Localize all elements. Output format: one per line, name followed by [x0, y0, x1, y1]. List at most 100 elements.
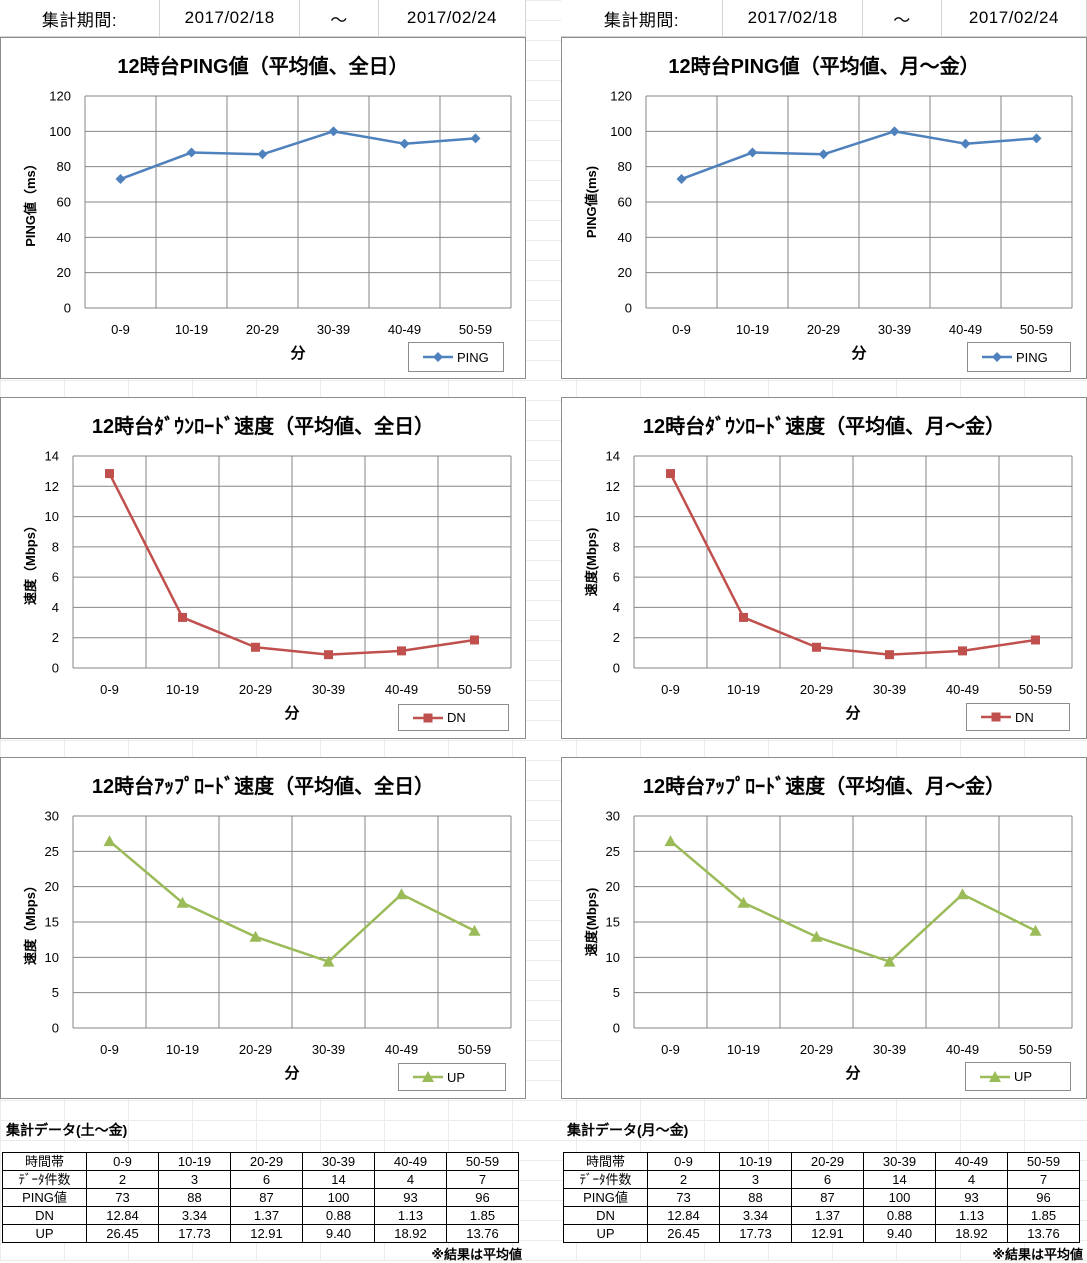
chart-up-weekday: 0 5 10 15 20 25 30 0-9 10-19 20-29 30-39 40-49 50-59… — [561, 757, 1087, 1099]
legend-label: DN — [1015, 709, 1034, 725]
y-tick-label: 10 — [45, 950, 59, 965]
x-tick-label: 40-49 — [385, 682, 418, 697]
x-tick-label: 0-9 — [661, 1042, 680, 1057]
legend-marker — [989, 1070, 1001, 1082]
summary-table: 時間帯 0-9 10-19 20-29 30-39 40-49 50-59 ﾃﾞ… — [563, 1152, 1080, 1243]
chart-legend: DN — [398, 704, 509, 731]
data-point — [818, 149, 829, 160]
chart-legend: DN — [966, 703, 1070, 731]
series-line — [669, 473, 1036, 656]
table-cell: ﾃﾞｰﾀ件数 — [563, 1170, 648, 1189]
legend-swatch — [413, 1071, 443, 1082]
y-tick-label: 40 — [618, 230, 632, 245]
legend-swatch — [980, 1070, 1010, 1082]
x-tick-label: 20-29 — [800, 682, 833, 697]
y-axis-label: 速度（Mbps） — [23, 879, 38, 965]
y-tick-label: 30 — [606, 809, 620, 824]
table-cell: 26.45 — [647, 1224, 720, 1243]
table-cell: 87 — [791, 1188, 864, 1207]
x-tick-label: 40-49 — [385, 1042, 418, 1057]
table-cell: 100 — [302, 1188, 375, 1207]
data-point — [249, 930, 262, 942]
x-axis-label: 分 — [284, 1065, 299, 1082]
summary-table: 時間帯 0-9 10-19 20-29 30-39 40-49 50-59 ﾃﾞ… — [2, 1152, 519, 1243]
x-tick-label: 40-49 — [946, 682, 979, 697]
data-point — [956, 888, 969, 900]
x-axis-label: 分 — [284, 705, 299, 722]
table-header-cell: 0-9 — [647, 1152, 720, 1171]
y-tick-label: 120 — [49, 89, 71, 104]
x-axis-label: 分 — [290, 345, 305, 362]
y-tick-label: 10 — [45, 509, 59, 524]
y-tick-label: 12 — [606, 479, 620, 494]
table-cell: 13.76 — [446, 1224, 519, 1243]
table-header-row: 時間帯 0-9 10-19 20-29 30-39 40-49 50-59 — [563, 1152, 1080, 1171]
y-tick-label: 6 — [613, 570, 620, 585]
table-cell: DN — [2, 1206, 87, 1225]
x-tick-label: 50-59 — [1019, 682, 1052, 697]
data-point — [397, 646, 406, 656]
series-line — [669, 840, 1037, 963]
table-header-cell: 10-19 — [158, 1152, 231, 1171]
y-tick-label: 8 — [52, 539, 59, 554]
y-tick-label: 10 — [606, 950, 620, 965]
y-tick-label: 120 — [610, 89, 632, 104]
x-tick-label: 20-29 — [800, 1042, 833, 1057]
table-header-cell: 30-39 — [863, 1152, 936, 1171]
chart-title: 12時台ｱｯﾌﾟﾛｰﾄﾞ速度（平均値、月～金） — [642, 776, 1006, 798]
y-axis-label: PING値(ms) — [584, 166, 599, 238]
summary-note: ※結果は平均値 — [431, 1247, 522, 1262]
data-point — [885, 650, 894, 660]
table-header-cell: 40-49 — [374, 1152, 447, 1171]
y-tick-label: 0 — [613, 661, 620, 676]
y-tick-label: 20 — [618, 265, 632, 280]
table-cell: UP — [2, 1224, 87, 1243]
period-bar-right: 集計期間: 2017/02/18 ～ 2017/02/24 — [561, 0, 1087, 37]
y-tick-label: 80 — [57, 159, 71, 174]
x-tick-label: 10-19 — [727, 1042, 760, 1057]
data-point — [664, 835, 677, 847]
y-tick-label: 14 — [45, 449, 59, 464]
data-point — [176, 896, 189, 908]
chart-legend: PING — [967, 342, 1071, 372]
y-tick-label: 100 — [49, 124, 71, 139]
table-cell: 88 — [158, 1188, 231, 1207]
data-point — [328, 126, 339, 137]
y-tick-label: 10 — [606, 509, 620, 524]
table-header-cell: 50-59 — [446, 1152, 519, 1171]
table-cell: 18.92 — [374, 1224, 447, 1243]
table-cell: 73 — [86, 1188, 159, 1207]
chart-title: 12時台PING値（平均値、月～金） — [668, 56, 980, 78]
table-header-cell: 30-39 — [302, 1152, 375, 1171]
data-point — [883, 955, 896, 967]
chart-dn-weekday: 0 2 4 6 8 10 12 14 0-9 10-19 20-29 30-39 40-49 50-59 分… — [561, 397, 1087, 739]
x-tick-label: 30-39 — [873, 1042, 906, 1057]
legend-marker — [433, 352, 443, 362]
period-label: 集計期間: — [561, 0, 724, 37]
series-line — [681, 130, 1037, 181]
table-cell: 4 — [374, 1170, 447, 1189]
table-cell: 6 — [791, 1170, 864, 1189]
data-point — [666, 469, 675, 479]
data-point — [178, 612, 187, 622]
legend-swatch — [982, 352, 1012, 362]
period-start: 2017/02/18 — [723, 0, 864, 37]
x-tick-label: 50-59 — [458, 1042, 491, 1057]
table-header-cell: 20-29 — [791, 1152, 864, 1171]
table-cell: 1.13 — [374, 1206, 447, 1225]
legend-marker — [422, 1071, 434, 1082]
table-header-cell: 0-9 — [86, 1152, 159, 1171]
x-tick-label: 20-29 — [239, 1042, 272, 1057]
table-cell: 3.34 — [158, 1206, 231, 1225]
chart-legend: UP — [398, 1063, 506, 1091]
y-tick-label: 0 — [52, 661, 59, 676]
legend-label: UP — [447, 1069, 466, 1085]
summary-title: 集計データ(月～金) — [567, 1122, 689, 1138]
data-point — [105, 469, 114, 479]
table-cell: 93 — [374, 1188, 447, 1207]
x-tick-label: 50-59 — [458, 682, 491, 697]
y-tick-label: 12 — [45, 479, 59, 494]
x-tick-label: 0-9 — [111, 322, 130, 337]
table-cell: PING値 — [2, 1188, 87, 1207]
y-tick-label: 15 — [45, 915, 59, 930]
